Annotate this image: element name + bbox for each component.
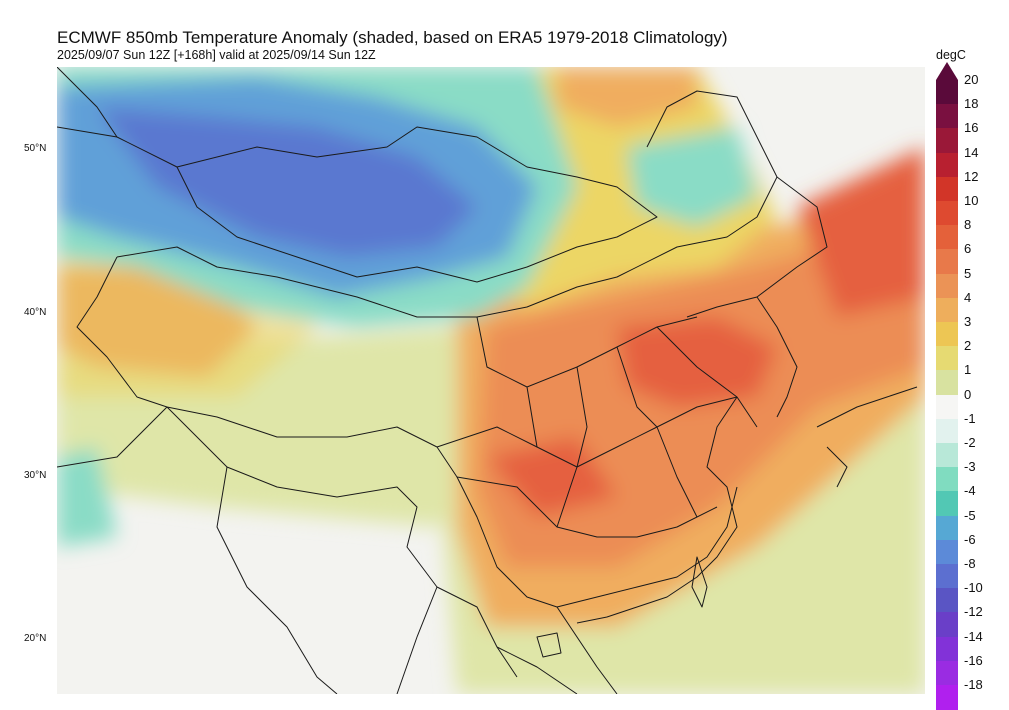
border-provinces-3: [436, 426, 718, 538]
border-china-northeast: [686, 176, 828, 318]
colorbar-unit-label: degC: [936, 48, 966, 62]
colorbar-tick-label: 20: [964, 72, 979, 87]
colorbar-tick-label: 5: [964, 265, 972, 281]
colorbar-tick-label: 2: [964, 338, 972, 354]
colorbar-swatch: [936, 467, 958, 492]
colorbar-swatch: [936, 588, 958, 613]
colorbar-tick-label: -12: [964, 604, 983, 620]
country-borders: [57, 67, 918, 694]
colorbar-swatch: [936, 515, 958, 541]
border-himalaya: [166, 406, 518, 678]
colorbar-tick-label: 14: [964, 144, 979, 160]
anomaly-colder-north: [97, 107, 477, 257]
colorbar-max-arrow: [936, 62, 958, 80]
border-korea: [756, 296, 798, 418]
coastline-japan: [816, 386, 918, 488]
colorbar-tick-label: -16: [964, 652, 983, 668]
anomaly-cool-southwest: [57, 447, 117, 547]
colorbar-tick-label: -14: [964, 628, 983, 644]
colorbar-swatch: [936, 176, 958, 202]
coastline-hainan: [536, 632, 562, 658]
latitude-label-20n: 20°N: [24, 633, 47, 644]
colorbar-swatch: [936, 297, 958, 323]
colorbar-swatch: [936, 418, 958, 444]
colorbar-tick-label: -2: [964, 435, 976, 450]
coastline-taiwan: [691, 556, 708, 608]
border-mongolia: [176, 126, 658, 283]
colorbar-swatch: [936, 394, 958, 420]
border-indochina: [396, 586, 618, 694]
border-russia-west: [57, 67, 178, 168]
colorbar-swatch: [936, 128, 958, 154]
colorbar-tick-label: 1: [964, 362, 972, 378]
colorbar-tick-label: 6: [964, 241, 972, 257]
colorbar-tick-label: 8: [964, 217, 972, 233]
colorbar-tick-label: -1: [964, 410, 976, 426]
colorbar-swatch: [936, 152, 958, 178]
colorbar-tick-label: -10: [964, 580, 983, 596]
border-india: [57, 406, 338, 694]
colorbar-swatch: [936, 685, 958, 710]
border-china-north: [116, 90, 778, 318]
colorbar-swatch: [936, 612, 958, 638]
anomaly-orange-northeast-top: [557, 67, 697, 127]
anomaly-hot-north-china: [617, 317, 777, 407]
colorbar-tick-label: -6: [964, 531, 976, 547]
colorbar-tick-label: 3: [964, 314, 972, 329]
latitude-label-30n: 30°N: [24, 470, 47, 481]
colorbar-swatch: [936, 443, 958, 468]
colorbar-tick-label: 10: [964, 193, 979, 208]
colorbar-tick-label: 16: [964, 120, 979, 136]
colorbar-tick-label: 18: [964, 96, 979, 112]
colorbar-swatch: [936, 564, 958, 589]
chart-subtitle: 2025/09/07 Sun 12Z [+168h] valid at 2025…: [57, 48, 376, 62]
colorbar-tick-label: -4: [964, 483, 976, 499]
anomaly-cool-manchuria: [627, 127, 757, 227]
colorbar-tick-label: 0: [964, 386, 972, 402]
latitude-label-50n: 50°N: [24, 143, 47, 154]
colorbar-swatch: [936, 322, 958, 347]
colorbar-swatch: [936, 539, 958, 565]
anomaly-hot-sichuan: [487, 437, 617, 517]
colorbar-swatch: [936, 660, 958, 686]
border-provinces-2: [556, 326, 758, 528]
colorbar-tick-label: 12: [964, 168, 979, 184]
colorbar: [936, 62, 958, 710]
colorbar-swatch: [936, 225, 958, 250]
anomaly-map: [57, 67, 925, 694]
colorbar-swatch: [936, 346, 958, 371]
coastline-east: [576, 396, 738, 624]
latitude-label-40n: 40°N: [24, 307, 47, 318]
colorbar-swatch: [936, 249, 958, 275]
colorbar-swatch: [936, 636, 958, 662]
anomaly-shading: [57, 67, 925, 694]
colorbar-tick-label: 4: [964, 289, 972, 305]
colorbar-swatch: [936, 80, 958, 105]
chart-title: ECMWF 850mb Temperature Anomaly (shaded,…: [57, 28, 728, 47]
colorbar-swatch: [936, 104, 958, 129]
colorbar-swatch: [936, 370, 958, 396]
colorbar-swatch: [936, 273, 958, 299]
colorbar-tick-label: -8: [964, 556, 976, 571]
border-china-west: [76, 256, 738, 608]
colorbar-tick-label: -18: [964, 677, 983, 692]
colorbar-tick-label: -5: [964, 507, 976, 523]
colorbar-tick-label: -3: [964, 459, 976, 475]
anomaly-hot-korea: [797, 147, 925, 317]
colorbar-swatch: [936, 201, 958, 226]
colorbar-swatch: [936, 491, 958, 517]
